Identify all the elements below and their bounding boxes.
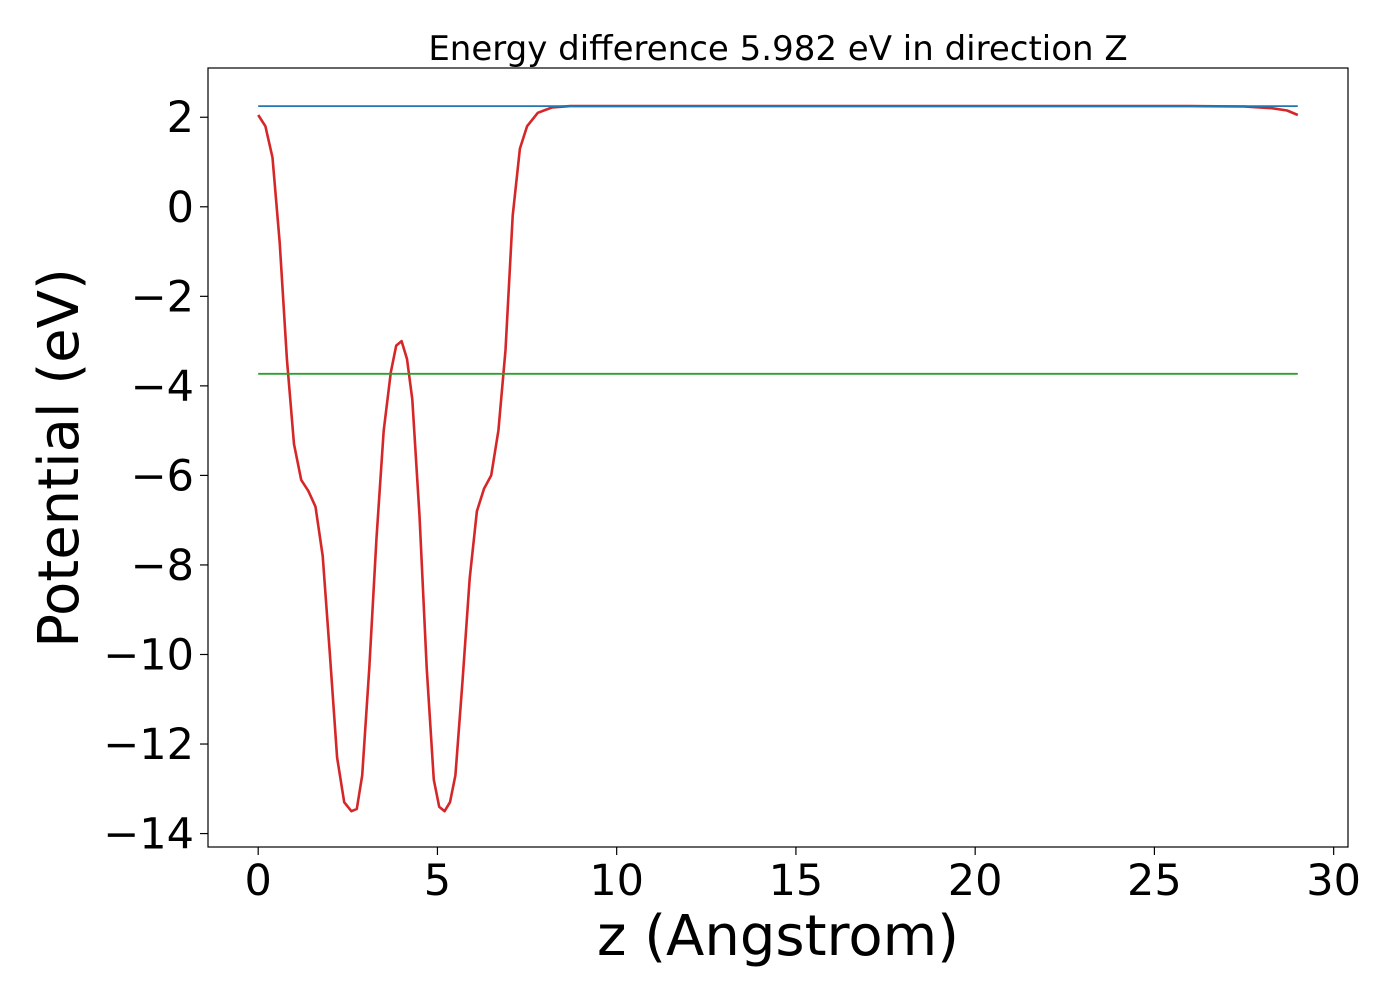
y-tick-label: −6 <box>131 451 194 501</box>
x-axis: 0 5 10 15 20 25 30 <box>245 847 1361 906</box>
series-layer <box>257 104 1299 813</box>
x-tick-label: 15 <box>769 856 824 906</box>
x-tick-label: 20 <box>948 856 1003 906</box>
y-axis-label: Potential (eV) <box>27 268 92 648</box>
potential-curve <box>257 104 1299 813</box>
x-tick-label: 0 <box>245 856 272 906</box>
y-axis: 2 0 −2 −4 −6 −8 −10 −12 −14 <box>103 93 208 860</box>
x-tick-label: 25 <box>1127 856 1182 906</box>
y-tick-label: −12 <box>103 720 194 770</box>
x-axis-label: z (Angstrom) <box>597 904 959 969</box>
y-tick-label: −10 <box>103 630 194 680</box>
plot-area-frame <box>207 67 1349 848</box>
y-tick-label: −14 <box>103 810 194 860</box>
x-tick-label: 10 <box>589 856 644 906</box>
y-tick-label: −2 <box>131 272 194 322</box>
y-tick-label: 0 <box>167 183 194 233</box>
y-tick-label: −8 <box>131 541 194 591</box>
x-tick-label: 5 <box>424 856 451 906</box>
y-tick-label: 2 <box>167 93 194 143</box>
x-tick-label: 30 <box>1306 856 1361 906</box>
y-tick-label: −4 <box>131 362 194 412</box>
chart-title: Energy difference 5.982 eV in direction … <box>428 29 1127 69</box>
